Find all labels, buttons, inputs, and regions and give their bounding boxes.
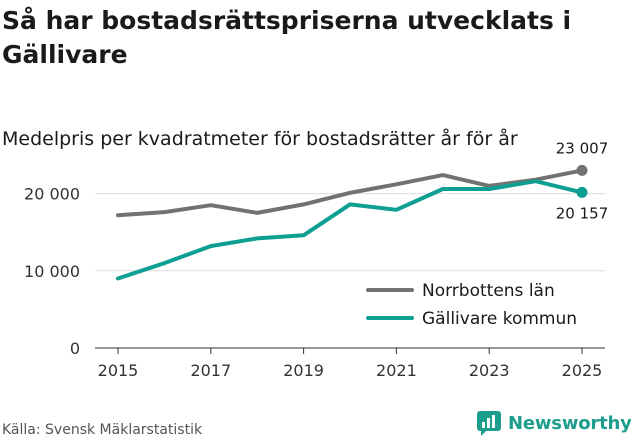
- legend-label: Norrbottens län: [422, 281, 555, 301]
- y-tick-label: 10 000: [24, 262, 80, 281]
- x-tick-label: 2021: [376, 361, 417, 380]
- legend-label: Gällivare kommun: [422, 309, 577, 329]
- chart-subtitle: Medelpris per kvadratmeter för bostadsrä…: [2, 128, 518, 150]
- end-point-marker: [576, 186, 588, 198]
- chart-title: Så har bostadsrättspriserna utvecklats i…: [2, 6, 572, 69]
- x-tick-label: 2019: [283, 361, 324, 380]
- x-tick-label: 2017: [190, 361, 231, 380]
- x-tick-label: 2015: [98, 361, 139, 380]
- end-point-marker: [576, 164, 588, 176]
- newsworthy-logo-icon: [477, 411, 501, 436]
- source-note: Källa: Svensk Mäklarstatistik: [2, 422, 203, 438]
- line-chart: 0 10 000 20 000 2015 2017 2019 2021 2023 2025 23…: [24, 139, 609, 380]
- y-tick-label: 20 000: [24, 185, 80, 204]
- legend: Norrbottens län Gällivare kommun: [358, 272, 590, 332]
- series-line-gallivare: [116, 179, 584, 281]
- legend-background: [358, 272, 590, 332]
- axes: 0 10 000 20 000 2015 2017 2019 2021 2023 2025: [24, 185, 605, 380]
- series-line-norrbotten: [116, 168, 584, 218]
- end-value-label: 23 007: [556, 139, 609, 157]
- x-tick-label: 2023: [469, 361, 510, 380]
- brand-name: Newsworthy: [508, 412, 631, 434]
- y-tick-label: 0: [70, 339, 80, 358]
- brand-logo[interactable]: Newsworthy: [476, 408, 631, 438]
- series-lines: [116, 164, 588, 281]
- end-value-label: 20 157: [556, 204, 609, 222]
- data-labels: 23 007 20 157: [556, 139, 609, 222]
- x-tick-label: 2025: [562, 361, 603, 380]
